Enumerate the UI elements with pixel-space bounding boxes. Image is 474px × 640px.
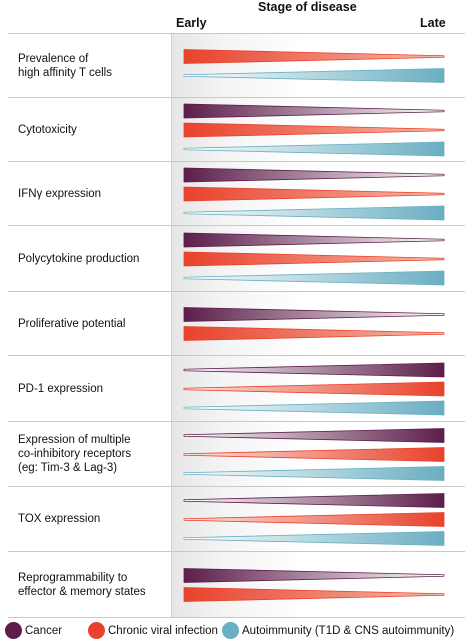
row-7: TOX expression — [8, 487, 465, 552]
row-label: IFNγ expression — [18, 187, 102, 200]
row-label: Polycytokine production — [18, 252, 140, 265]
stage-of-disease-title: Stage of disease — [258, 0, 357, 14]
legend-label: Cancer — [25, 624, 63, 637]
autoimmunity-increasing-wedge — [183, 270, 445, 286]
legend-label: Autoimmunity (T1D & CNS autoimmunity) — [242, 624, 455, 637]
row-4: Proliferative potential — [8, 292, 465, 356]
cancer-decreasing-wedge — [183, 103, 445, 119]
row-trend-bars — [183, 232, 445, 286]
chronic-viral-increasing-wedge — [183, 512, 445, 527]
row-trend-bars — [183, 493, 445, 546]
cancer-decreasing-wedge — [183, 568, 445, 583]
row-1: Cytotoxicity — [8, 98, 465, 162]
chronic-viral-decreasing-wedge — [183, 186, 445, 202]
legend: Cancer Chronic viral infection Autoimmunit… — [0, 621, 474, 640]
late-label: Late — [420, 16, 446, 30]
row-label: Prevalence of high affinity T cells — [18, 52, 112, 79]
row-5: PD-1 expression — [8, 356, 465, 422]
legend-item-cancer: Cancer — [5, 621, 62, 640]
autoimmunity-increasing-wedge — [183, 400, 445, 416]
row-0: Prevalence of high affinity T cells — [8, 34, 465, 98]
cancer-increasing-wedge — [183, 493, 445, 508]
chronic-viral-decreasing-wedge — [183, 326, 445, 341]
cancer-decreasing-wedge — [183, 167, 445, 183]
legend-item-chronic-viral: Chronic viral infection — [88, 621, 218, 640]
row-label: PD-1 expression — [18, 382, 104, 395]
row-trend-bars — [183, 103, 445, 157]
autoimmunity-increasing-wedge — [183, 141, 445, 157]
chronic-viral-decreasing-wedge — [183, 49, 445, 64]
row-8: Reprogrammability to effector & memory s… — [8, 552, 465, 618]
early-label: Early — [176, 16, 207, 30]
cancer-increasing-wedge — [183, 362, 445, 378]
label-column-divider — [171, 34, 172, 618]
chronic-viral-decreasing-wedge — [183, 587, 445, 602]
chronic-viral-decreasing-wedge — [183, 122, 445, 138]
legend-swatch — [222, 622, 239, 639]
cancer-increasing-wedge — [183, 428, 445, 443]
legend-label: Chronic viral infection — [108, 624, 218, 637]
row-3: Polycytokine production — [8, 226, 465, 292]
row-trend-bars — [183, 167, 445, 221]
row-trend-bars — [183, 362, 445, 416]
chronic-viral-decreasing-wedge — [183, 251, 445, 267]
cancer-decreasing-wedge — [183, 232, 445, 248]
row-trend-bars — [183, 49, 445, 83]
disease-stage-grid: Prevalence of high affinity T cells Cytot… — [8, 33, 465, 618]
autoimmunity-increasing-wedge — [183, 68, 445, 83]
autoimmunity-increasing-wedge — [183, 205, 445, 221]
row-trend-bars — [183, 307, 445, 341]
cancer-decreasing-wedge — [183, 307, 445, 322]
row-label: Reprogrammability to effector & memory s… — [18, 571, 146, 598]
row-6: Expression of multiple co-inhibitory rec… — [8, 422, 465, 487]
legend-item-autoimmunity: Autoimmunity (T1D & CNS autoimmunity) — [222, 621, 454, 640]
row-label: Cytotoxicity — [18, 123, 77, 136]
row-trend-bars — [183, 568, 445, 602]
chronic-viral-increasing-wedge — [183, 381, 445, 397]
row-2: IFNγ expression — [8, 162, 465, 226]
row-trend-bars — [183, 428, 445, 481]
row-label: TOX expression — [18, 513, 101, 525]
autoimmunity-increasing-wedge — [183, 466, 445, 481]
legend-swatch — [5, 622, 22, 639]
autoimmunity-increasing-wedge — [183, 531, 445, 546]
row-label: Proliferative potential — [18, 317, 126, 330]
legend-swatch — [88, 622, 105, 639]
row-label: Expression of multiple co-inhibitory rec… — [18, 434, 132, 474]
chronic-viral-increasing-wedge — [183, 447, 445, 462]
